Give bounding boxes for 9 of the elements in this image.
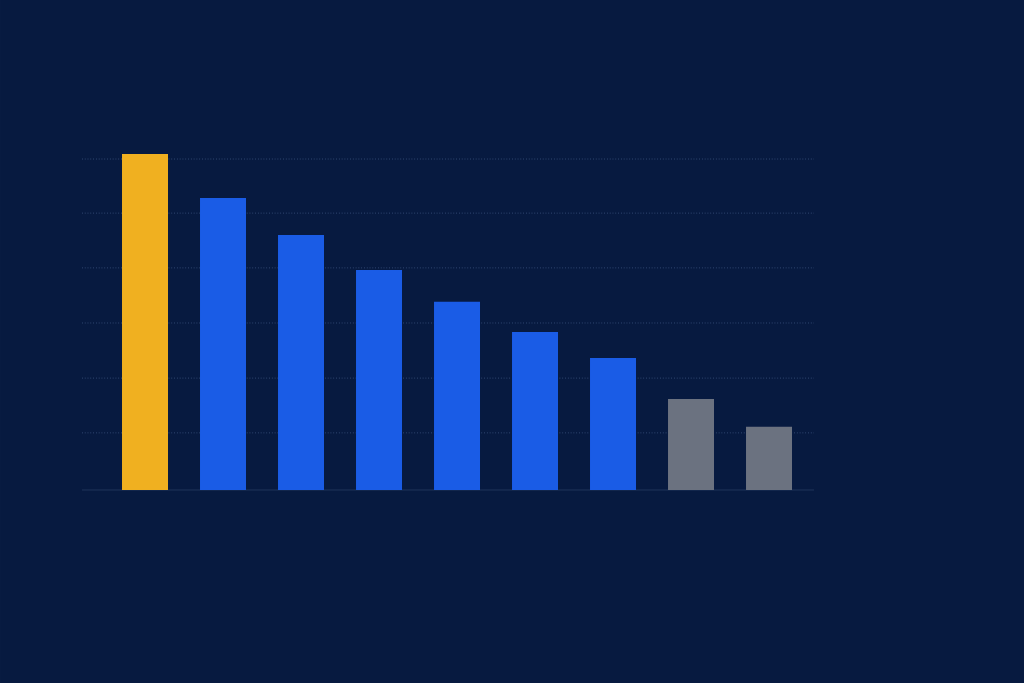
bar bbox=[122, 153, 169, 490]
bar bbox=[746, 426, 793, 490]
bar bbox=[434, 301, 481, 490]
bar bbox=[200, 198, 247, 490]
bar bbox=[278, 234, 325, 490]
bar bbox=[590, 357, 637, 490]
bar bbox=[356, 269, 403, 490]
bar bbox=[512, 332, 559, 490]
bar bbox=[668, 398, 715, 490]
